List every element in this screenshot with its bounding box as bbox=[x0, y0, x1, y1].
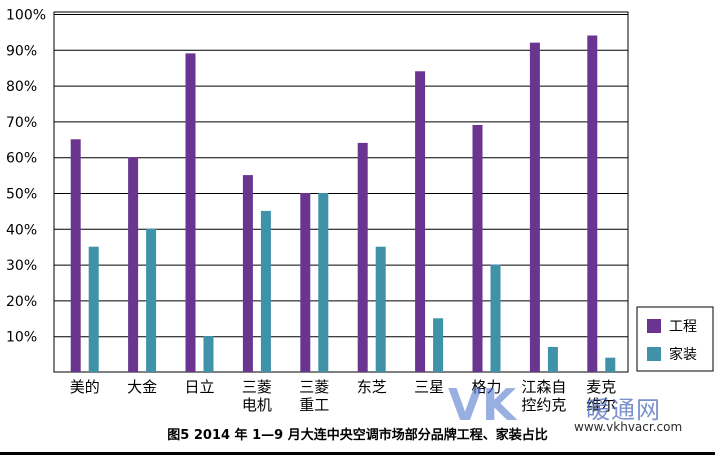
bar-engineering bbox=[300, 193, 311, 372]
x-tick-label: 重工 bbox=[299, 396, 329, 414]
legend-box bbox=[636, 306, 714, 372]
x-tick-label: 维尔 bbox=[586, 396, 616, 414]
x-tick-label: 电机 bbox=[242, 396, 272, 414]
y-tick-label: 50% bbox=[6, 187, 37, 203]
chart-caption: 图5 2014 年 1—9 月大连中央空调市场部分品牌工程、家装占比 bbox=[167, 428, 548, 443]
x-tick-label: 三菱 bbox=[242, 378, 272, 396]
x-tick-label: 东芝 bbox=[357, 378, 387, 396]
bar-home bbox=[88, 246, 99, 372]
bar-home bbox=[318, 193, 329, 372]
bar-home bbox=[605, 357, 616, 372]
y-tick-label: 30% bbox=[6, 258, 37, 274]
y-tick-label: 10% bbox=[6, 330, 37, 346]
x-tick-label: 江森自 bbox=[521, 378, 566, 396]
bar-home bbox=[375, 246, 386, 372]
y-tick-label: 90% bbox=[6, 43, 37, 59]
y-tick-label: 80% bbox=[6, 79, 37, 95]
bar-engineering bbox=[472, 124, 483, 372]
bar-home bbox=[260, 210, 271, 372]
bar-engineering bbox=[70, 139, 81, 372]
legend-label: 家装 bbox=[669, 346, 697, 363]
x-tick-label: 麦克 bbox=[586, 378, 616, 396]
bar-engineering bbox=[587, 35, 598, 372]
legend-swatch bbox=[647, 319, 661, 333]
y-tick-label: 60% bbox=[6, 151, 37, 167]
bottom-rule bbox=[0, 452, 715, 455]
legend-label: 工程 bbox=[669, 319, 697, 335]
x-tick-label: 美的 bbox=[70, 378, 100, 396]
y-tick-label: 100% bbox=[6, 8, 46, 24]
bar-home bbox=[433, 318, 444, 372]
x-tick-label: 控约克 bbox=[521, 396, 566, 414]
bar-engineering bbox=[415, 71, 426, 372]
bar-home bbox=[203, 336, 214, 372]
y-tick-label: 20% bbox=[6, 294, 37, 310]
x-tick-label: 大金 bbox=[127, 378, 157, 396]
bar-home bbox=[490, 264, 501, 372]
x-tick-label: 三星 bbox=[414, 378, 444, 396]
y-tick-label: 70% bbox=[6, 115, 37, 131]
bar-home bbox=[547, 346, 558, 372]
y-tick-label: 40% bbox=[6, 222, 37, 238]
bar-engineering bbox=[185, 53, 196, 372]
bar-engineering bbox=[357, 142, 368, 372]
bar-engineering bbox=[242, 175, 253, 372]
bar-engineering bbox=[529, 42, 540, 372]
legend-swatch bbox=[647, 347, 661, 361]
x-tick-label: 三菱 bbox=[299, 378, 329, 396]
plot-frame bbox=[53, 11, 629, 373]
bar-home bbox=[146, 228, 157, 372]
x-tick-label: 格力 bbox=[471, 378, 501, 396]
bar-engineering bbox=[128, 157, 139, 372]
x-tick-label: 日立 bbox=[184, 378, 214, 396]
